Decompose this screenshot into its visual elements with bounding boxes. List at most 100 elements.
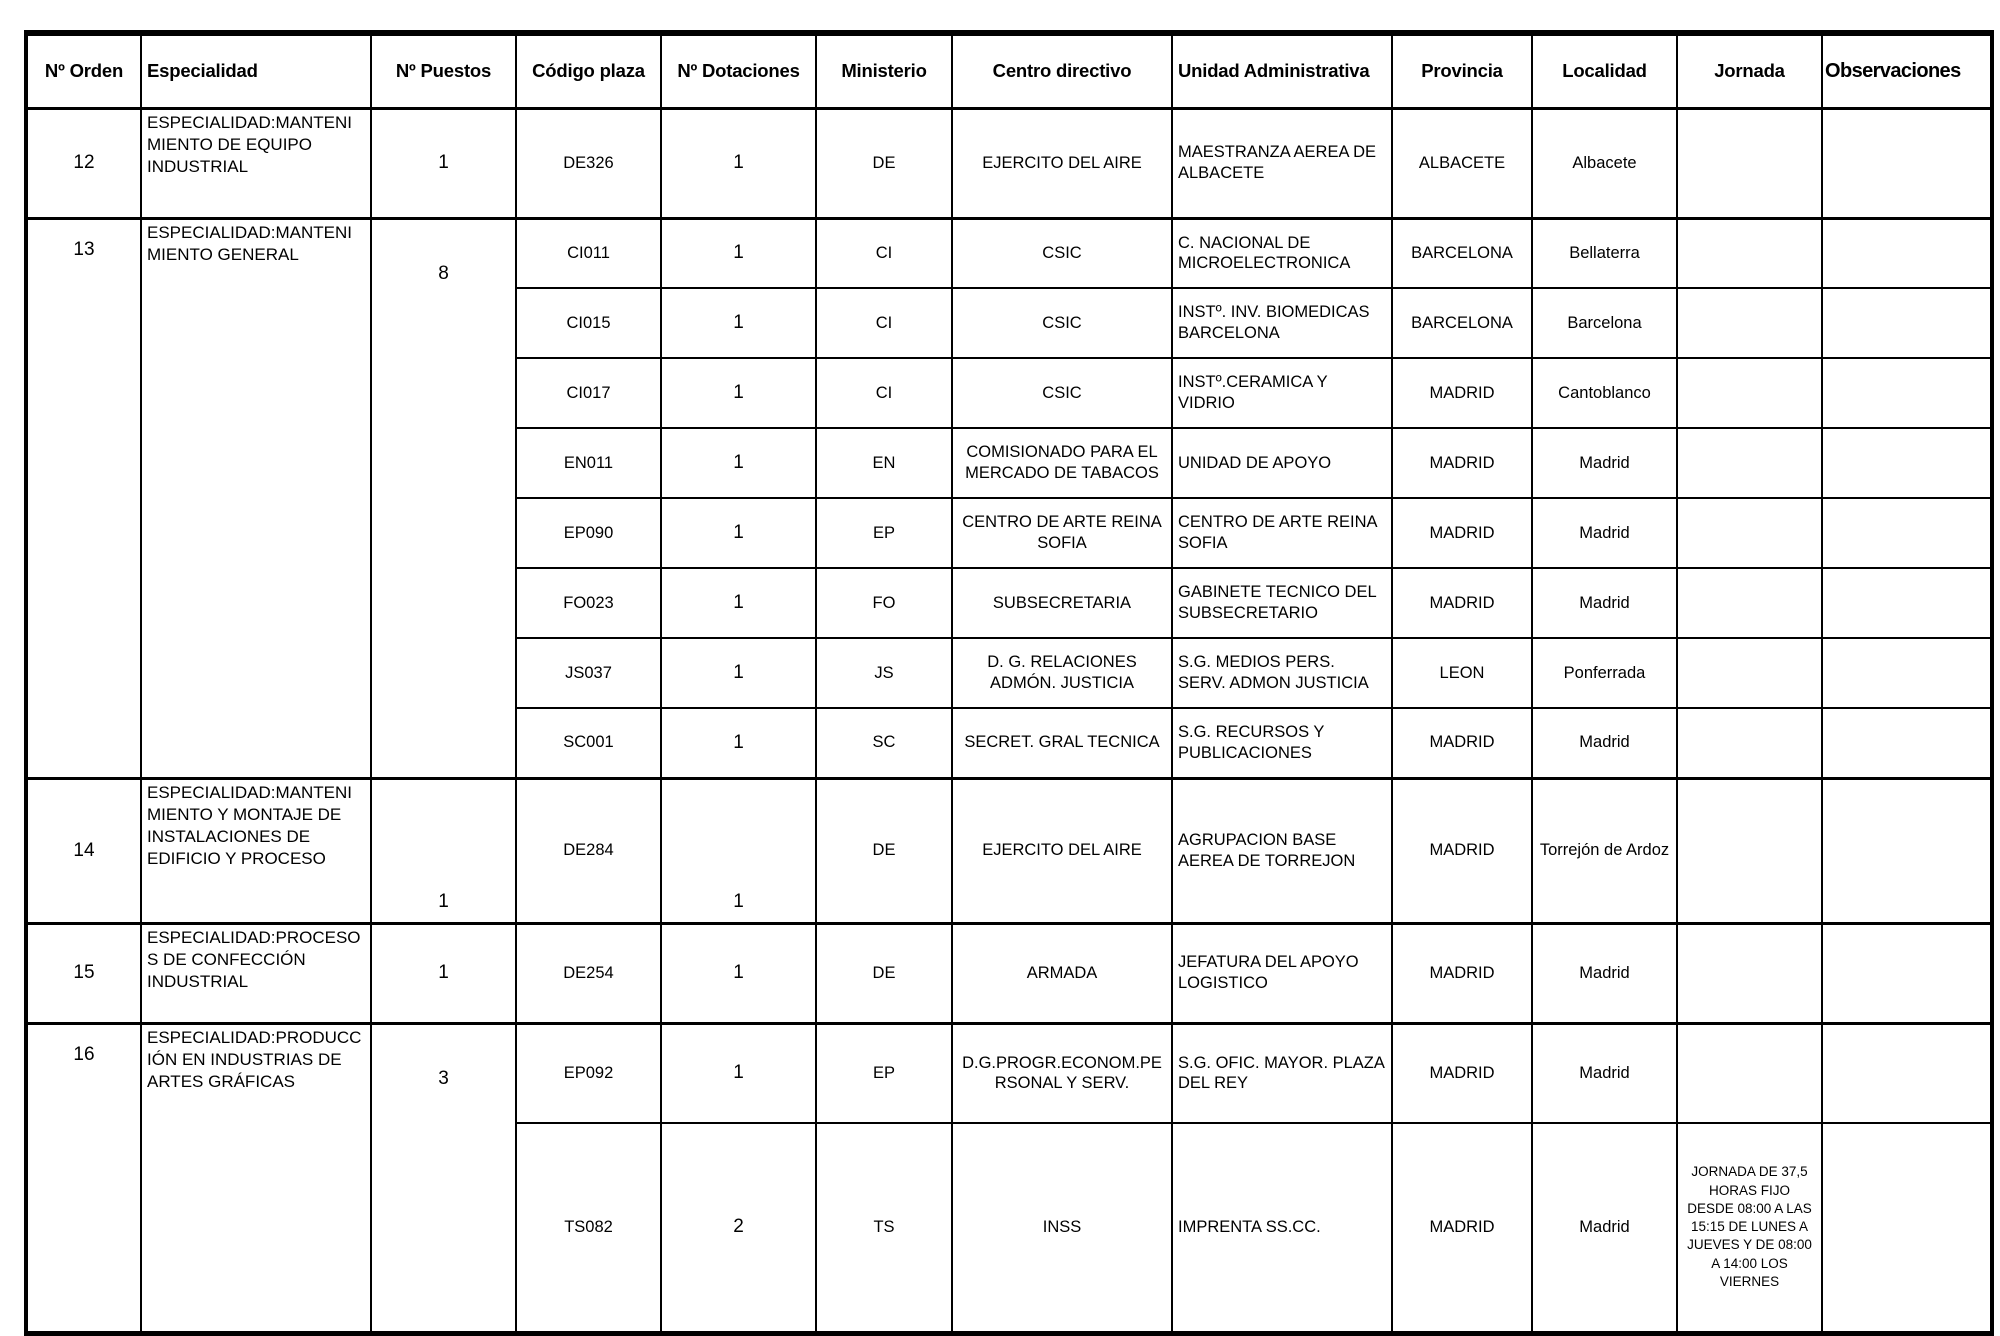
cell-puestos: 1 — [370, 921, 517, 1024]
cell-centro: CENTRO DE ARTE REINA SOFIA — [951, 497, 1173, 569]
cell-codigo: EP092 — [515, 1021, 662, 1124]
cell-provincia: MADRID — [1391, 1021, 1533, 1124]
header-cell-orden: Nº Orden — [25, 32, 142, 110]
cell-observaciones — [1821, 921, 1993, 1024]
cell-provincia: LEON — [1391, 637, 1533, 709]
cell-jornada — [1676, 216, 1823, 289]
cell-localidad: Barcelona — [1531, 287, 1678, 359]
cell-observaciones — [1821, 1122, 1993, 1334]
cell-observaciones — [1821, 287, 1993, 359]
cell-unidad: IMPRENTA SS.CC. — [1171, 1122, 1393, 1334]
cell-especialidad: ESPECIALIDAD:MANTENIMIENTO DE EQUIPO IND… — [140, 106, 372, 219]
cell-ministerio: SC — [815, 707, 953, 779]
cell-ministerio: DE — [815, 776, 953, 924]
cell-dotaciones: 1 — [660, 1021, 817, 1124]
cell-orden: 12 — [25, 106, 142, 219]
cell-provincia: MADRID — [1391, 427, 1533, 499]
cell-provincia: MADRID — [1391, 707, 1533, 779]
cell-observaciones — [1821, 106, 1993, 219]
table-header-row: Nº Orden Especialidad Nº Puestos Código pla… — [25, 32, 1993, 110]
plaza-row: CI015 1 CI CSIC INSTº. INV. BIOMEDICAS BARCE… — [26, 287, 1993, 359]
staffing-table: Nº Orden Especialidad Nº Puestos Código pla… — [24, 30, 1994, 1336]
cell-dotaciones: 1 — [660, 216, 817, 289]
cell-dotaciones: 1 — [660, 707, 817, 779]
cell-ministerio: FO — [815, 567, 953, 639]
plaza-row: TS082 2 TS INSS IMPRENTA SS.CC. MADRID Madrid J… — [26, 1122, 1993, 1334]
cell-localidad: Torrejón de Ardoz — [1531, 776, 1678, 924]
plaza-row: EP090 1 EP CENTRO DE ARTE REINA SOFIA CENTRO… — [26, 497, 1993, 569]
header-cell-centro: Centro directivo — [951, 32, 1173, 110]
cell-ministerio: DE — [815, 106, 953, 219]
cell-observaciones — [1821, 497, 1993, 569]
cell-provincia: MADRID — [1391, 776, 1533, 924]
cell-unidad: JEFATURA DEL APOYO LOGISTICO — [1171, 921, 1393, 1024]
cell-dotaciones: 1 — [660, 287, 817, 359]
cell-dotaciones: 1 — [660, 637, 817, 709]
cell-orden: 13 — [25, 216, 142, 779]
plaza-row: 14 ESPECIALIDAD:MANTENIMIENTO Y MONTAJE D… — [25, 776, 1993, 924]
cell-centro: ARMADA — [951, 921, 1173, 1024]
header-cell-jornada: Jornada — [1676, 32, 1823, 110]
cell-localidad: Albacete — [1531, 106, 1678, 219]
header-cell-puestos: Nº Puestos — [370, 32, 517, 110]
cell-puestos: 8 — [370, 216, 517, 779]
header-cell-observaciones: Observaciones — [1821, 32, 1993, 110]
plaza-row: FO023 1 FO SUBSECRETARIA GABINETE TECNICO DE… — [26, 567, 1993, 639]
plaza-row: SC001 1 SC SECRET. GRAL TECNICA S.G. RECURSO… — [26, 707, 1993, 779]
cell-provincia: MADRID — [1391, 497, 1533, 569]
cell-unidad: AGRUPACION BASE AEREA DE TORREJON — [1171, 776, 1393, 924]
cell-unidad: INSTº.CERAMICA Y VIDRIO — [1171, 357, 1393, 429]
cell-dotaciones: 1 — [660, 357, 817, 429]
cell-observaciones — [1821, 707, 1993, 779]
cell-codigo: JS037 — [515, 637, 662, 709]
cell-jornada — [1676, 921, 1823, 1024]
cell-dotaciones: 1 — [660, 776, 817, 924]
cell-ministerio: TS — [815, 1122, 953, 1334]
cell-ministerio: CI — [815, 287, 953, 359]
plaza-row: 13 ESPECIALIDAD:MANTENIMIENTO GENERAL 8 CI0… — [25, 216, 1993, 779]
cell-jornada: JORNADA DE 37,5 HORAS FIJO DESDE 08:00 A… — [1676, 1122, 1823, 1334]
cell-provincia: ALBACETE — [1391, 106, 1533, 219]
cell-jornada — [1676, 776, 1823, 924]
cell-localidad: Madrid — [1531, 567, 1678, 639]
cell-ministerio: JS — [815, 637, 953, 709]
cell-localidad: Madrid — [1531, 1021, 1678, 1124]
cell-centro: EJERCITO DEL AIRE — [951, 106, 1173, 219]
cell-puestos: 1 — [370, 776, 517, 924]
cell-centro: CSIC — [951, 287, 1173, 359]
plaza-row: EN011 1 EN COMISIONADO PARA EL MERCADO DE T… — [26, 427, 1993, 499]
cell-jornada — [1676, 106, 1823, 219]
cell-observaciones — [1821, 357, 1993, 429]
cell-centro: CSIC — [951, 357, 1173, 429]
header-cell-provincia: Provincia — [1391, 32, 1533, 110]
cell-unidad: CENTRO DE ARTE REINA SOFIA — [1171, 497, 1393, 569]
cell-provincia: BARCELONA — [1391, 216, 1533, 289]
plaza-row: CI017 1 CI CSIC INSTº.CERAMICA Y VIDRIO MADRI… — [26, 357, 1993, 429]
cell-dotaciones: 1 — [660, 427, 817, 499]
cell-observaciones — [1821, 216, 1993, 289]
cell-unidad: S.G. MEDIOS PERS. SERV. ADMON JUSTICIA — [1171, 637, 1393, 709]
cell-localidad: Madrid — [1531, 497, 1678, 569]
cell-ministerio: CI — [815, 216, 953, 289]
cell-observaciones — [1821, 637, 1993, 709]
cell-puestos: 1 — [370, 106, 517, 219]
plaza-row: 16 ESPECIALIDAD:PRODUCCIÓN EN INDUSTRIAS … — [25, 1021, 1993, 1334]
cell-centro: D. G. RELACIONES ADMÓN. JUSTICIA — [951, 637, 1173, 709]
cell-puestos: 3 — [370, 1021, 517, 1334]
cell-observaciones — [1821, 776, 1993, 924]
cell-localidad: Cantoblanco — [1531, 357, 1678, 429]
cell-codigo: TS082 — [515, 1122, 662, 1334]
plaza-row: JS037 1 JS D. G. RELACIONES ADMÓN. JUSTICIA… — [26, 637, 1993, 709]
cell-centro: SECRET. GRAL TECNICA — [951, 707, 1173, 779]
cell-dotaciones: 1 — [660, 921, 817, 1024]
cell-codigo: FO023 — [515, 567, 662, 639]
cell-ministerio: EP — [815, 1021, 953, 1124]
cell-codigo: CI015 — [515, 287, 662, 359]
cell-localidad: Madrid — [1531, 427, 1678, 499]
cell-dotaciones: 1 — [660, 106, 817, 219]
cell-jornada — [1676, 357, 1823, 429]
cell-jornada — [1676, 707, 1823, 779]
cell-centro: INSS — [951, 1122, 1173, 1334]
table-head: Nº Orden Especialidad Nº Puestos Código pla… — [25, 32, 1993, 110]
header-cell-dotaciones: Nº Dotaciones — [660, 32, 817, 110]
